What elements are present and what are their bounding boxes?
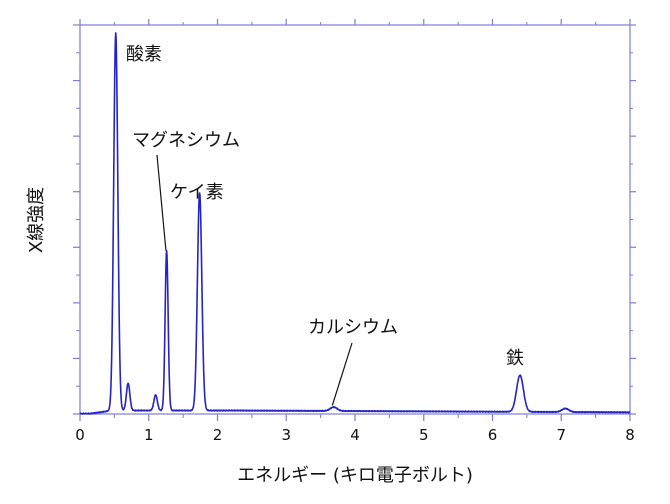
x-axis-title: エネルギー (キロ電子ボルト) — [237, 465, 473, 486]
spectrum-line — [79, 32, 631, 415]
x-tick-label: 5 — [419, 426, 429, 444]
x-tick-label: 1 — [144, 426, 154, 444]
annotation-leader-line — [331, 342, 353, 406]
x-tick-label: 8 — [625, 426, 635, 444]
x-tick-label: 0 — [75, 426, 85, 444]
x-tick-label: 7 — [556, 426, 566, 444]
peak-label: 酸素 — [126, 44, 162, 65]
x-tick-labels: 0 1 2 3 4 5 6 7 8 — [75, 426, 635, 444]
y-axis-title: X線強度 — [26, 187, 47, 253]
peak-label: マグネシウム — [132, 130, 240, 151]
peak-label: ケイ素 — [170, 182, 224, 203]
axis-ticks — [73, 19, 636, 421]
x-tick-label: 4 — [350, 426, 360, 444]
peak-label: 鉄 — [506, 348, 524, 369]
annotation-leader-line — [156, 154, 167, 251]
x-tick-label: 3 — [281, 426, 291, 444]
x-tick-label: 6 — [488, 426, 498, 444]
peak-label: カルシウム — [308, 317, 398, 338]
x-tick-label: 2 — [213, 426, 223, 444]
